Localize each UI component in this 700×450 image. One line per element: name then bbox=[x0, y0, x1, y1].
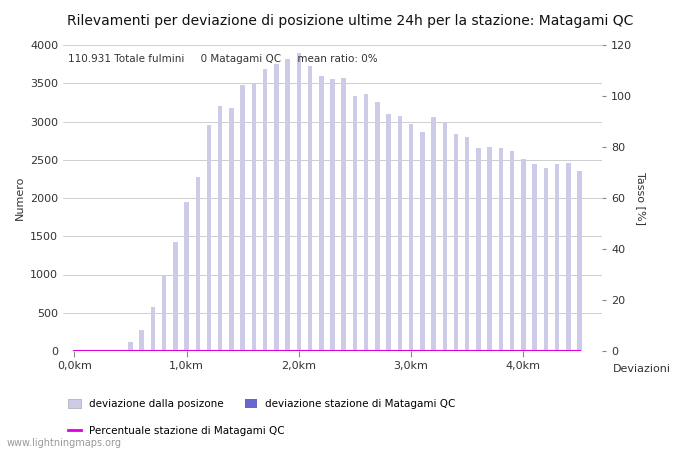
Legend: deviazione dalla posizone, deviazione stazione di Matagami QC: deviazione dalla posizone, deviazione st… bbox=[68, 399, 456, 409]
Bar bbox=[420, 132, 425, 351]
Bar bbox=[454, 134, 458, 351]
Bar bbox=[510, 151, 514, 351]
Bar bbox=[386, 114, 391, 351]
Bar bbox=[555, 164, 559, 351]
Bar bbox=[353, 96, 357, 351]
Bar bbox=[375, 103, 379, 351]
Bar bbox=[319, 76, 323, 351]
Bar bbox=[128, 342, 132, 351]
Bar bbox=[342, 78, 346, 351]
Bar bbox=[431, 117, 436, 351]
Bar bbox=[487, 147, 492, 351]
Text: Deviazioni: Deviazioni bbox=[612, 364, 671, 374]
Bar bbox=[286, 59, 290, 351]
Bar bbox=[533, 164, 537, 351]
Bar bbox=[162, 274, 167, 351]
Bar bbox=[364, 94, 368, 351]
Bar bbox=[218, 106, 223, 351]
Bar bbox=[229, 108, 234, 351]
Bar bbox=[297, 53, 301, 351]
Bar bbox=[409, 124, 413, 351]
Bar bbox=[566, 163, 570, 351]
Bar bbox=[308, 67, 312, 351]
Text: Rilevamenti per deviazione di posizione ultime 24h per la stazione: Matagami QC: Rilevamenti per deviazione di posizione … bbox=[66, 14, 634, 27]
Bar bbox=[184, 202, 189, 351]
Bar bbox=[206, 126, 211, 351]
Bar bbox=[465, 137, 470, 351]
Bar bbox=[139, 329, 144, 351]
Bar bbox=[252, 83, 256, 351]
Y-axis label: Numero: Numero bbox=[15, 176, 24, 220]
Bar bbox=[442, 122, 447, 351]
Bar bbox=[498, 148, 503, 351]
Bar bbox=[173, 242, 178, 351]
Bar bbox=[578, 171, 582, 351]
Bar bbox=[544, 168, 548, 351]
Bar bbox=[150, 306, 155, 351]
Bar bbox=[476, 148, 481, 351]
Bar bbox=[195, 176, 200, 351]
Bar bbox=[398, 116, 402, 351]
Bar bbox=[263, 69, 267, 351]
Y-axis label: Tasso [%]: Tasso [%] bbox=[636, 171, 646, 225]
Text: www.lightningmaps.org: www.lightningmaps.org bbox=[7, 438, 122, 448]
Bar bbox=[274, 64, 279, 351]
Legend: Percentuale stazione di Matagami QC: Percentuale stazione di Matagami QC bbox=[68, 426, 285, 436]
Text: 110.931 Totale fulmini     0 Matagami QC     mean ratio: 0%: 110.931 Totale fulmini 0 Matagami QC mea… bbox=[69, 54, 378, 64]
Bar bbox=[330, 79, 335, 351]
Bar bbox=[240, 85, 245, 351]
Bar bbox=[521, 159, 526, 351]
